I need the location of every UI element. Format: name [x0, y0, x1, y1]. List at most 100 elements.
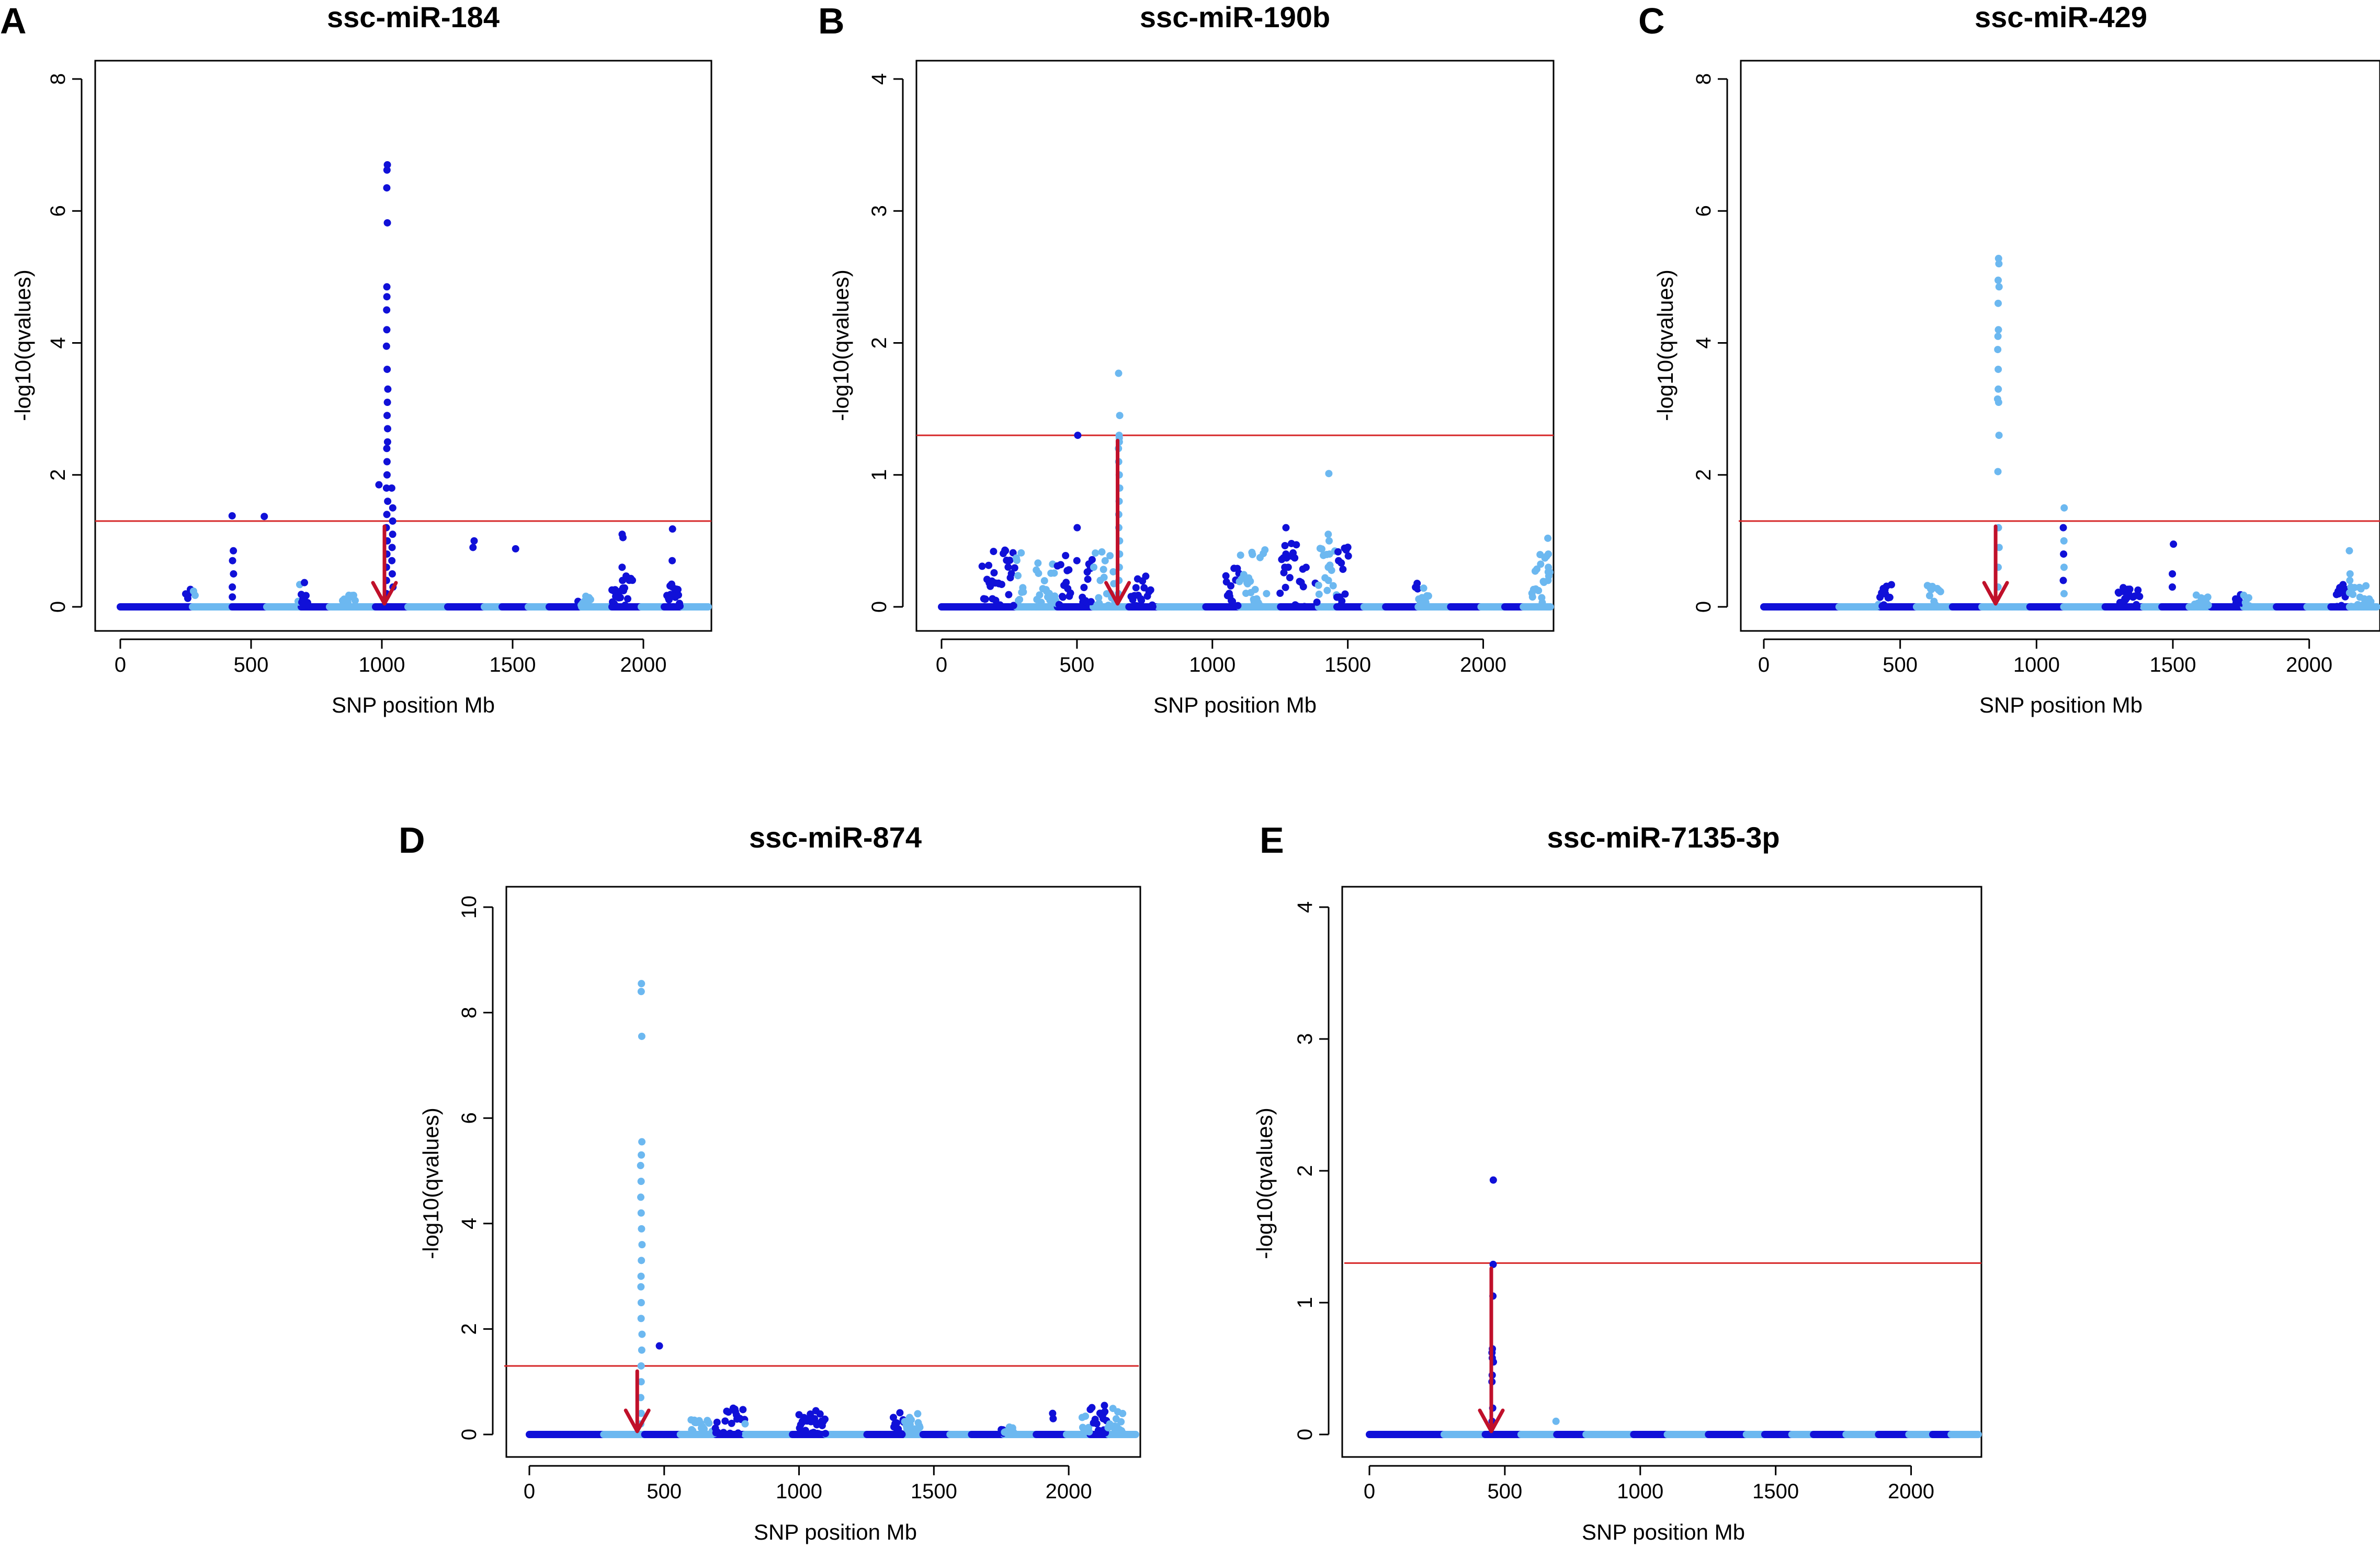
snp-point [890, 1414, 897, 1421]
x-tick-label: 0 [115, 653, 126, 676]
snp-point [230, 547, 237, 555]
snp-point [1314, 581, 1322, 589]
snp-point [637, 1299, 645, 1306]
snp-point [1131, 1431, 1139, 1438]
snp-point [2367, 597, 2375, 605]
x-tick-label: 500 [1488, 1480, 1523, 1503]
snp-point [1323, 586, 1331, 594]
snp-point [1994, 365, 2002, 373]
snp-point [352, 596, 359, 604]
snp-point [1414, 585, 1422, 593]
snp-point [1424, 592, 1432, 600]
axis-ticks-b: 0 500 1000 1500 2000 0 1 2 3 4 [868, 73, 1506, 676]
panel-letter-b: B [818, 1, 845, 41]
snp-point [735, 1430, 743, 1438]
snp-point [2060, 563, 2068, 571]
snp-point [229, 593, 236, 601]
snp-point [1009, 549, 1017, 557]
y-tick-label: 4 [47, 337, 70, 348]
snp-point [1886, 593, 1894, 601]
snp-point [1974, 1431, 1982, 1438]
snp-point [1994, 299, 2002, 307]
panel-e: E ssc-miR-7135-3p -log10(qvalues) SNP po… [1252, 820, 1982, 1544]
snp-point [1101, 1402, 1108, 1409]
snp-point [1994, 276, 2002, 284]
snp-point [1936, 587, 1944, 595]
x-tick-label: 1500 [1752, 1480, 1799, 1503]
snp-point [674, 585, 682, 593]
snp-point [1062, 579, 1070, 586]
x-tick-label: 1000 [1189, 653, 1236, 676]
snp-point [1117, 1418, 1125, 1426]
panel-title-e: ssc-miR-7135-3p [1547, 821, 1780, 854]
snp-point [1050, 569, 1058, 577]
snp-point [383, 365, 391, 373]
snp-point [1100, 573, 1108, 581]
snp-point [1489, 1176, 1497, 1184]
snp-point [1995, 260, 2003, 268]
x-axis-label-b: SNP position Mb [1153, 693, 1317, 717]
snp-point [383, 161, 391, 168]
snp-point [637, 988, 645, 996]
snp-point [1344, 552, 1352, 560]
snp-point [638, 1346, 645, 1354]
snp-point [896, 1409, 904, 1417]
snp-point [801, 1427, 809, 1434]
snp-point [1237, 551, 1244, 559]
snp-point [1544, 534, 1552, 542]
snp-point [1092, 549, 1100, 557]
snp-point [389, 504, 396, 512]
y-axis-label-e: -log10(qvalues) [1252, 1108, 1277, 1259]
x-tick-label: 500 [1060, 653, 1095, 676]
snp-point [1994, 346, 2002, 354]
x-tick-label: 2000 [1888, 1480, 1934, 1503]
y-axis-label-b: -log10(qvalues) [829, 269, 853, 421]
panel-letter-e: E [1260, 820, 1284, 861]
snp-point [1011, 1430, 1018, 1438]
x-tick-label: 2000 [1046, 1480, 1092, 1503]
y-tick-label: 0 [1294, 1429, 1317, 1440]
snp-point [1002, 547, 1010, 555]
snp-point [383, 425, 391, 433]
snp-point [1056, 601, 1063, 609]
snp-point [1149, 603, 1157, 611]
x-tick-label: 2000 [2286, 653, 2332, 676]
snp-point [344, 598, 352, 606]
y-tick-label: 1 [868, 469, 891, 481]
snp-point [980, 603, 988, 611]
snp-point [705, 603, 712, 611]
snp-point [1294, 603, 1302, 611]
snp-point [990, 569, 998, 577]
snp-point [1229, 597, 1237, 605]
snp-point [1293, 541, 1300, 549]
snp-point [1222, 572, 1230, 580]
panel-c: C ssc-miR-429 -log10(qvalues) SNP positi… [1638, 1, 2380, 717]
snp-point [1932, 601, 1940, 609]
plot-frame-b [915, 60, 1555, 632]
snp-point [1049, 1409, 1057, 1417]
snp-point [1105, 602, 1113, 610]
x-tick-label: 0 [524, 1480, 535, 1503]
y-axis-label-d: -log10(qvalues) [418, 1108, 443, 1259]
snp-point [383, 471, 391, 479]
snp-point [1093, 1420, 1101, 1428]
snp-point [1280, 569, 1288, 577]
snp-point [228, 512, 236, 519]
snp-point [713, 1428, 721, 1436]
snp-point [1994, 385, 2002, 393]
snp-point [637, 1272, 645, 1280]
snp-point [675, 591, 682, 599]
snp-point [1994, 326, 2002, 334]
snp-point [670, 603, 677, 611]
y-tick-label: 10 [458, 896, 481, 919]
x-axis-label-d: SNP position Mb [754, 1520, 917, 1544]
panel-title-b: ssc-miR-190b [1140, 1, 1330, 33]
x-tick-label: 0 [1758, 653, 1770, 676]
snp-point [2059, 524, 2067, 532]
snp-point [1301, 603, 1309, 611]
x-axis-label-c: SNP position Mb [1979, 693, 2143, 717]
y-tick-label: 8 [1692, 73, 1715, 85]
snp-point [2126, 585, 2134, 593]
y-tick-label: 3 [868, 205, 891, 217]
snp-point [1325, 537, 1333, 545]
